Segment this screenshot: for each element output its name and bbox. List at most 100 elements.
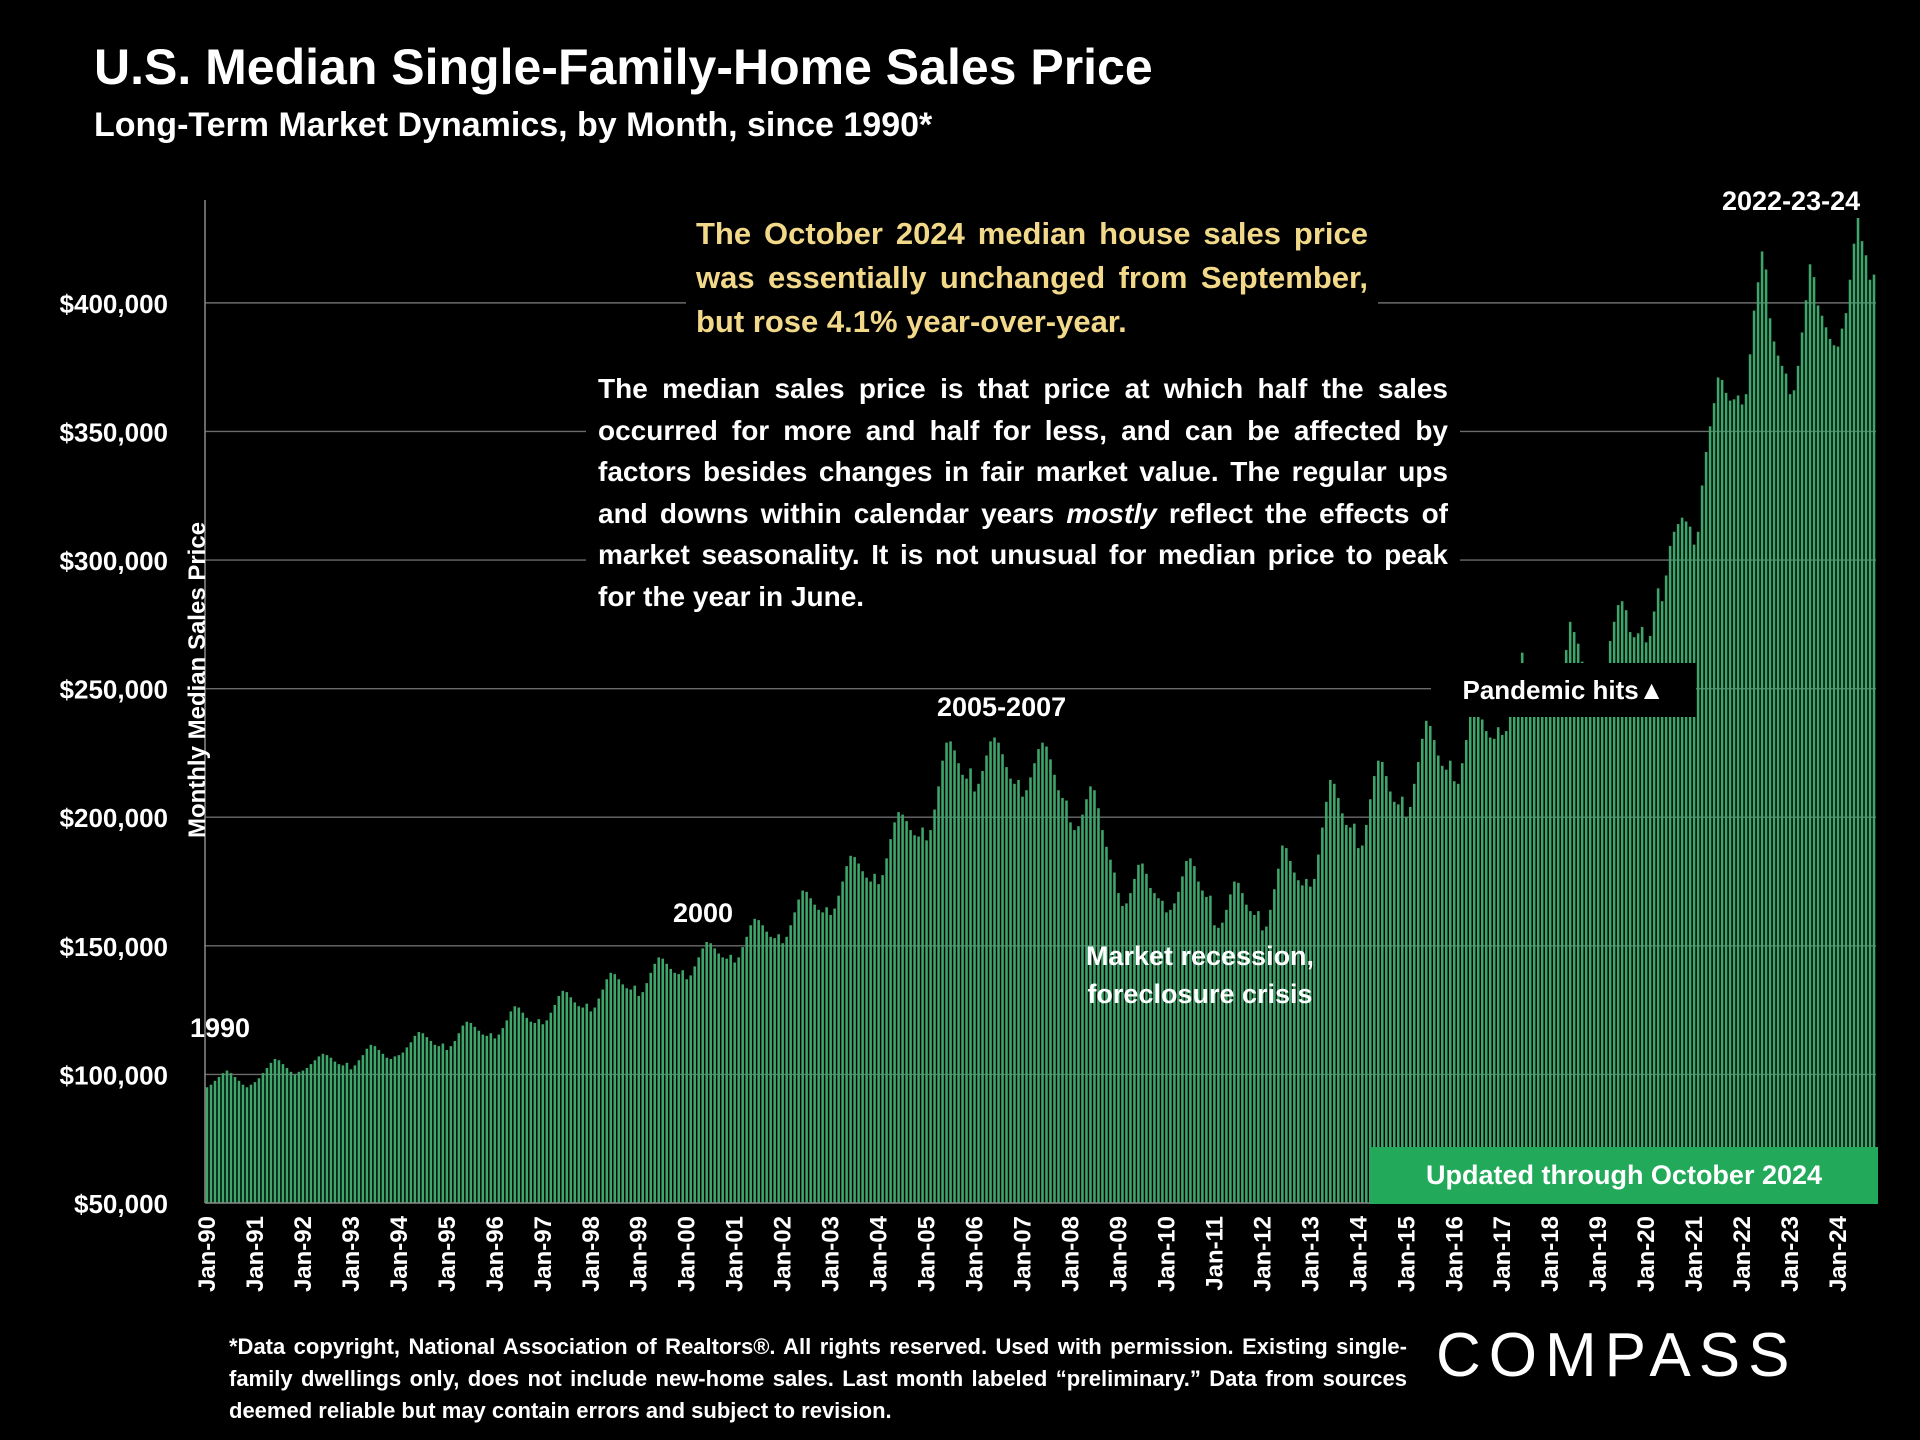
bar bbox=[1532, 691, 1536, 1203]
bar bbox=[489, 1033, 493, 1203]
bar bbox=[553, 1004, 557, 1203]
bar bbox=[1764, 269, 1768, 1203]
bar bbox=[1792, 390, 1796, 1203]
bar bbox=[445, 1049, 449, 1203]
x-tick-label: Jan-24 bbox=[1825, 1215, 1852, 1292]
bar bbox=[481, 1034, 485, 1203]
bar bbox=[1676, 524, 1680, 1203]
bar bbox=[1285, 848, 1288, 1203]
bar bbox=[1488, 737, 1492, 1203]
bar bbox=[541, 1024, 545, 1203]
bar bbox=[1412, 783, 1416, 1203]
bar bbox=[821, 912, 824, 1203]
bar bbox=[809, 898, 812, 1203]
bar bbox=[1057, 790, 1060, 1203]
x-tick-label: Jan-21 bbox=[1681, 1216, 1708, 1292]
bar bbox=[205, 1087, 209, 1203]
bar bbox=[513, 1006, 517, 1203]
bar bbox=[1528, 679, 1532, 1203]
bar bbox=[1832, 345, 1836, 1203]
bar bbox=[857, 863, 860, 1203]
bar bbox=[1624, 610, 1628, 1203]
bar bbox=[1333, 783, 1336, 1203]
bar bbox=[457, 1033, 461, 1203]
bar bbox=[1564, 650, 1568, 1203]
bar bbox=[861, 871, 864, 1203]
bar bbox=[285, 1067, 289, 1203]
bar bbox=[277, 1060, 281, 1203]
bar bbox=[1373, 776, 1376, 1203]
chart-subtitle: Long-Term Market Dynamics, by Month, sin… bbox=[94, 106, 933, 144]
bar bbox=[233, 1076, 237, 1203]
bar bbox=[1704, 452, 1708, 1203]
bar bbox=[1800, 332, 1804, 1203]
bar bbox=[1656, 588, 1660, 1203]
bar bbox=[321, 1053, 325, 1203]
bar bbox=[1852, 243, 1856, 1203]
x-tick-label: Jan-08 bbox=[1057, 1216, 1084, 1292]
bar bbox=[1009, 778, 1012, 1203]
bar bbox=[1732, 399, 1736, 1204]
bar bbox=[1448, 760, 1452, 1203]
bar bbox=[1329, 779, 1332, 1203]
pandemic-annotation: Pandemic hits▲ bbox=[1431, 663, 1696, 717]
y-tick-label: $400,000 bbox=[60, 289, 168, 319]
bar bbox=[217, 1076, 221, 1203]
bar bbox=[1241, 893, 1244, 1203]
bar bbox=[1816, 305, 1820, 1203]
bar bbox=[1860, 241, 1864, 1204]
bar bbox=[1073, 830, 1076, 1203]
bar bbox=[881, 875, 884, 1203]
bar bbox=[1225, 909, 1228, 1203]
bar bbox=[389, 1058, 393, 1203]
bar bbox=[1045, 746, 1048, 1203]
bar bbox=[1540, 697, 1544, 1203]
bar bbox=[1053, 774, 1056, 1203]
bar bbox=[1496, 727, 1500, 1203]
bar bbox=[557, 995, 561, 1203]
bar bbox=[1744, 394, 1748, 1203]
bar bbox=[1237, 882, 1240, 1203]
bar bbox=[1536, 700, 1540, 1203]
x-tick-label: Jan-07 bbox=[1010, 1216, 1037, 1292]
x-tick-label: Jan-16 bbox=[1441, 1216, 1468, 1292]
bar bbox=[1317, 854, 1320, 1203]
bar bbox=[1552, 710, 1556, 1203]
bar bbox=[333, 1061, 337, 1203]
chart-title: U.S. Median Single-Family-Home Sales Pri… bbox=[94, 39, 1153, 95]
bar bbox=[1273, 889, 1276, 1203]
bar bbox=[1452, 781, 1456, 1203]
bar bbox=[585, 1003, 589, 1203]
bar bbox=[469, 1022, 473, 1203]
bar bbox=[1313, 878, 1316, 1203]
y-tick-label: $100,000 bbox=[60, 1060, 168, 1090]
bar bbox=[1572, 632, 1576, 1203]
bar bbox=[1804, 300, 1808, 1203]
bar bbox=[449, 1046, 453, 1203]
bar bbox=[793, 912, 796, 1203]
bar bbox=[1868, 279, 1872, 1203]
bar bbox=[1201, 890, 1204, 1203]
bar bbox=[1089, 786, 1092, 1203]
bar bbox=[421, 1033, 425, 1203]
bar bbox=[1828, 338, 1832, 1203]
bar bbox=[949, 741, 952, 1203]
x-tick-label: Jan-05 bbox=[914, 1216, 941, 1292]
bar bbox=[641, 992, 645, 1203]
bar bbox=[237, 1080, 241, 1203]
bar bbox=[1357, 848, 1360, 1203]
bar bbox=[1588, 677, 1592, 1203]
bar bbox=[1013, 783, 1016, 1203]
bar bbox=[1756, 282, 1760, 1203]
bar bbox=[869, 881, 872, 1203]
x-tick-label: Jan-09 bbox=[1105, 1216, 1132, 1292]
bar bbox=[833, 908, 836, 1203]
bar bbox=[1269, 909, 1272, 1203]
bar bbox=[1672, 531, 1676, 1203]
bar bbox=[317, 1056, 321, 1203]
bar bbox=[1149, 887, 1152, 1203]
bar bbox=[965, 778, 968, 1203]
bar bbox=[717, 953, 720, 1203]
bar bbox=[289, 1071, 293, 1203]
